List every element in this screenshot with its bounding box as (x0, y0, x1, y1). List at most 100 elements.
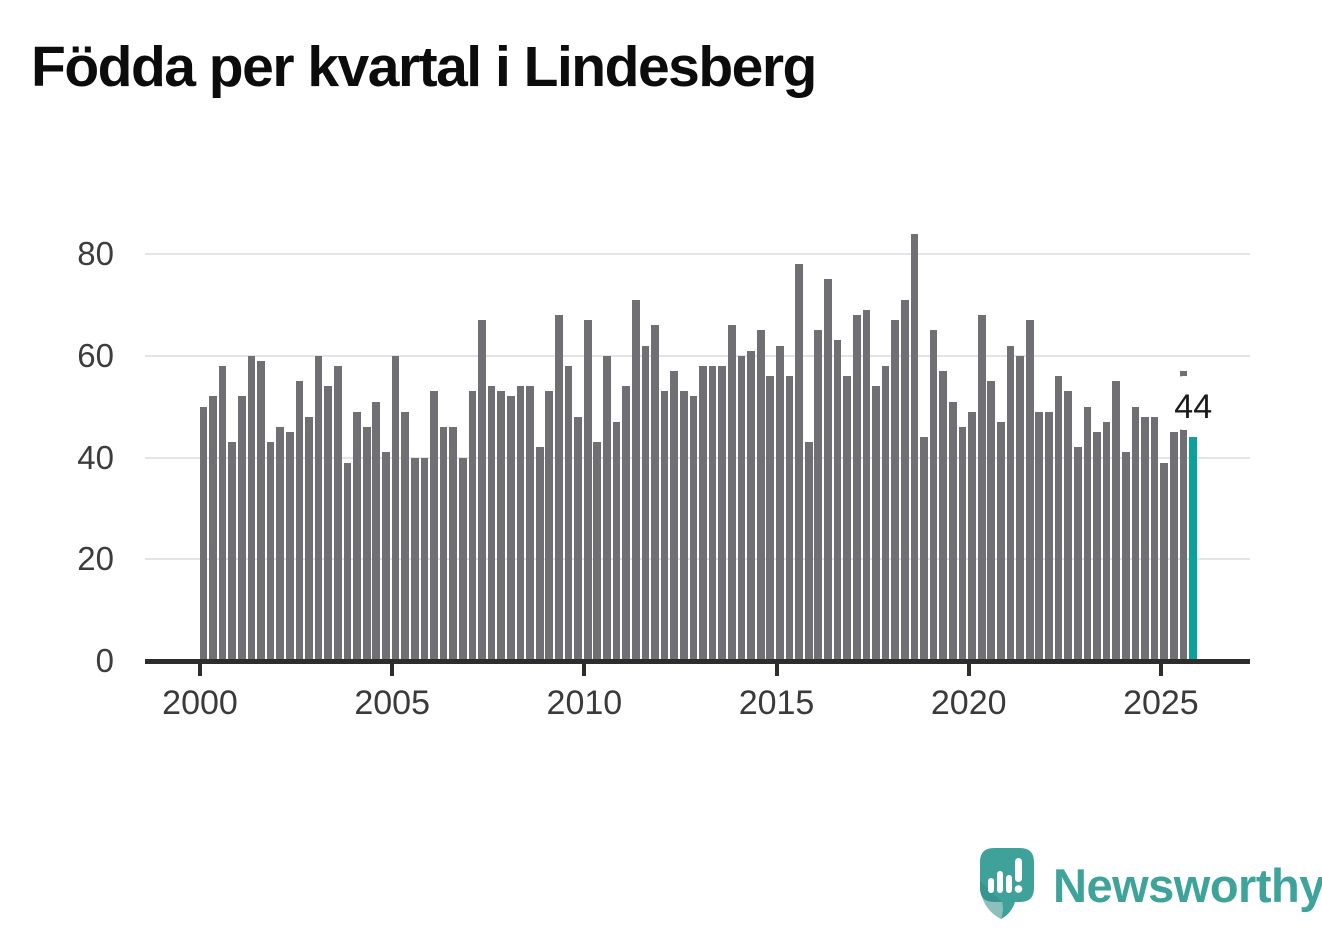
bar (795, 264, 803, 659)
bar (833, 340, 842, 659)
bar (497, 391, 506, 659)
bar (891, 320, 900, 659)
bar (555, 315, 563, 659)
bar (958, 426, 967, 659)
brand-footer: Newsworthy (975, 841, 1322, 931)
bar (987, 381, 996, 659)
bar (670, 371, 679, 659)
bar (535, 447, 544, 659)
y-axis-label-0: 0 (95, 642, 114, 679)
bar (458, 457, 467, 659)
bar (1121, 452, 1130, 659)
bar (603, 355, 611, 659)
value-label-halo (1158, 376, 1213, 430)
bar (506, 396, 515, 659)
bar (430, 391, 438, 659)
bar (920, 437, 928, 659)
bar (1170, 432, 1178, 659)
bar (679, 391, 688, 659)
gridline-y-20 (145, 558, 1250, 561)
bar (1035, 411, 1044, 659)
bar (564, 365, 573, 659)
bar (401, 411, 409, 659)
bar (334, 365, 342, 659)
bar (314, 355, 323, 659)
bar (766, 376, 775, 659)
bar (824, 279, 832, 659)
bar (949, 401, 957, 659)
bar (1093, 432, 1101, 659)
bar (209, 396, 217, 659)
bar (362, 426, 371, 659)
bar (353, 411, 361, 659)
bar (977, 315, 986, 659)
bar (804, 442, 813, 659)
bar (631, 299, 640, 659)
bar (708, 365, 717, 659)
bar (872, 386, 880, 659)
bar (391, 355, 400, 659)
bar (420, 457, 429, 659)
bar (1131, 406, 1140, 659)
bar (622, 386, 630, 659)
bar (1054, 376, 1063, 659)
x-axis-label-2015: 2015 (738, 684, 815, 722)
bar (478, 320, 486, 659)
bar (641, 345, 650, 659)
bar (862, 309, 871, 659)
bar (737, 355, 746, 659)
bar (747, 350, 755, 659)
x-axis-tick-2000 (198, 664, 202, 676)
bar (257, 360, 265, 659)
x-axis-tick-2005 (390, 664, 395, 676)
bubble-shadow (980, 881, 1003, 919)
bar (997, 421, 1005, 659)
bar (776, 345, 784, 659)
x-axis-line (145, 659, 1250, 664)
bar (1141, 416, 1149, 659)
x-axis-label-2010: 2010 (546, 684, 623, 722)
bar (526, 386, 534, 659)
bar (247, 355, 256, 659)
bar (1006, 345, 1015, 659)
bar (218, 365, 227, 659)
newsworthy-logo-icon (980, 848, 1034, 919)
bar (612, 421, 621, 659)
bar-chart-icon (988, 871, 1012, 893)
x-axis-tick-2025 (1158, 664, 1163, 676)
bar (852, 315, 861, 659)
bar (468, 391, 477, 659)
bar (1016, 355, 1024, 659)
x-axis-tick-2015 (774, 664, 779, 676)
bar (968, 411, 976, 659)
bar (593, 442, 602, 659)
bar (439, 426, 448, 659)
bar (574, 416, 582, 659)
bar (1150, 416, 1159, 659)
bar (228, 442, 236, 659)
bar (718, 365, 727, 659)
bar (1045, 411, 1053, 659)
x-axis-tick-2010 (582, 664, 587, 676)
x-axis-label-2020: 2020 (930, 684, 1007, 722)
bar (814, 330, 823, 659)
x-axis-label-2000: 2000 (162, 684, 238, 722)
bar (305, 416, 313, 659)
bar (583, 320, 592, 659)
bar (372, 401, 381, 659)
x-axis-label-2005: 2005 (354, 684, 430, 722)
bar (487, 386, 496, 659)
bar (295, 381, 304, 659)
bar-highlighted-latest-quarter (1189, 437, 1197, 659)
bar (382, 452, 390, 659)
x-axis-tick-2020 (966, 664, 971, 676)
bar (1160, 462, 1169, 659)
bar (1083, 406, 1092, 659)
bar (1025, 320, 1034, 659)
latest-value-label: 44 (1174, 388, 1213, 426)
bar (727, 325, 736, 659)
bar (900, 299, 909, 659)
bar (516, 386, 525, 659)
bar (199, 406, 208, 659)
chart-title: Födda per kvartal i Lindesberg (31, 35, 817, 99)
